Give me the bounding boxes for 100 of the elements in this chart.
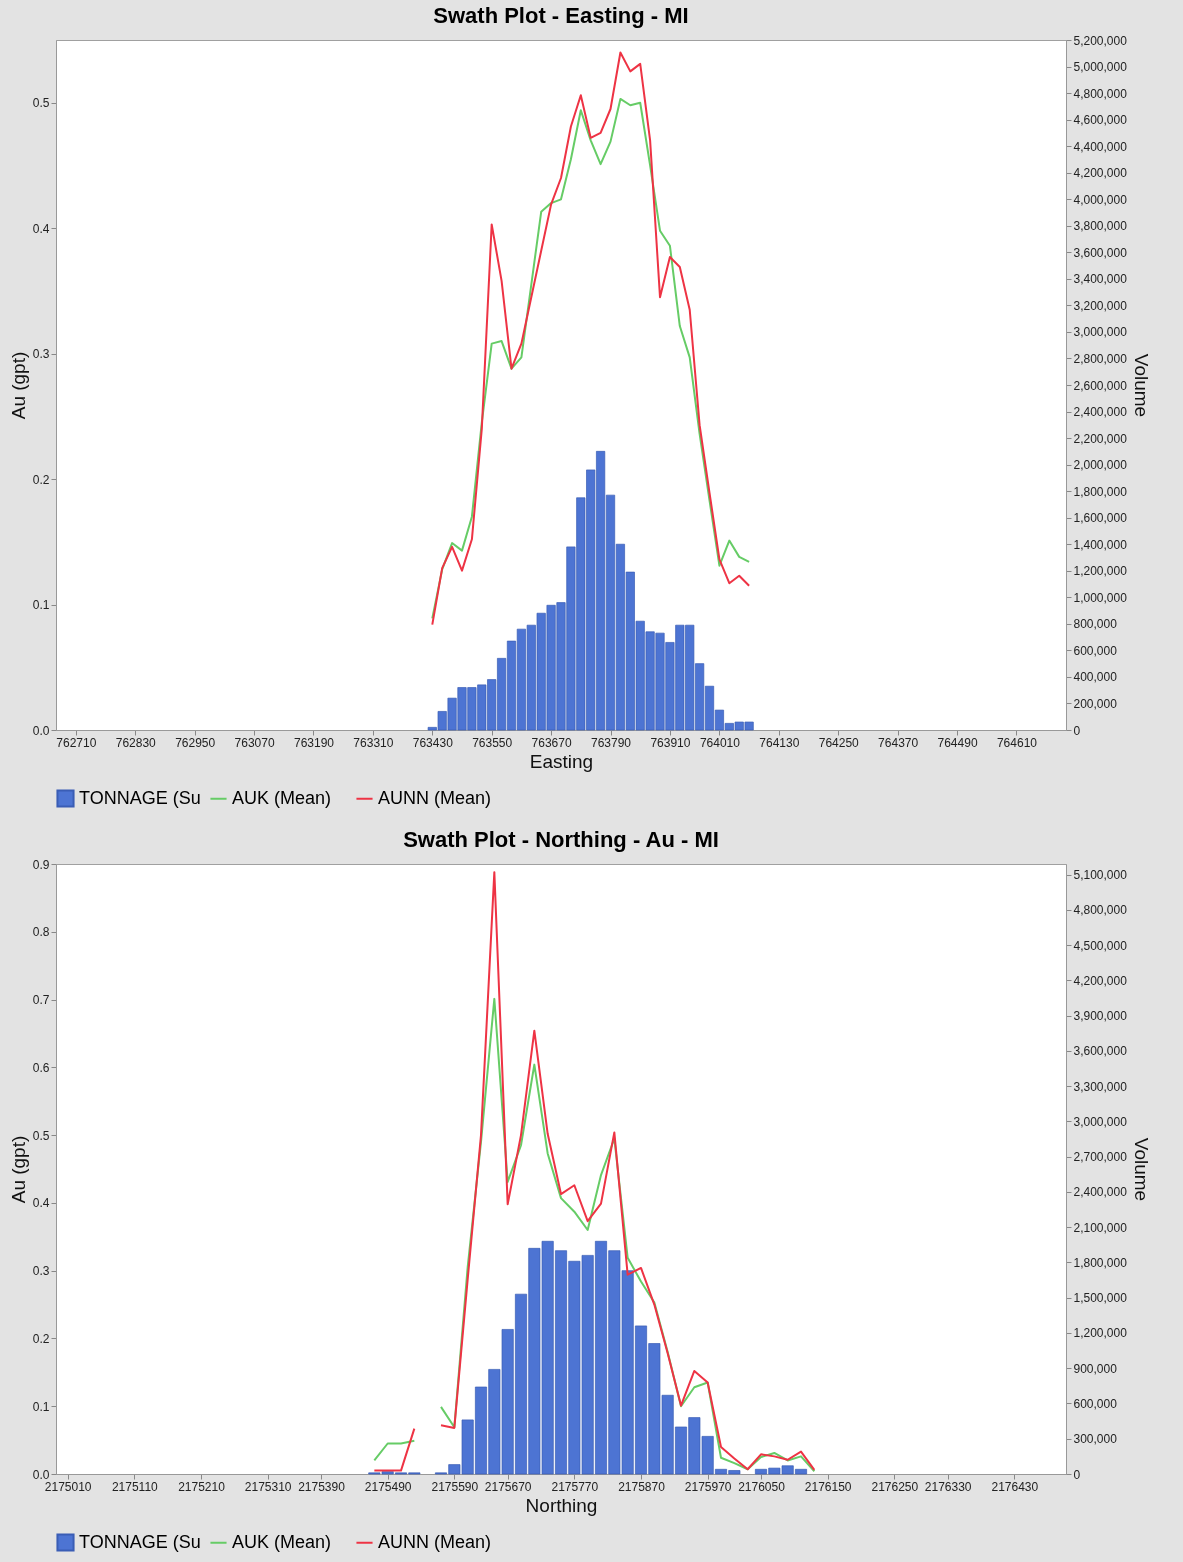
y2-tick-label: 5,000,000 (1073, 60, 1128, 75)
y2-tick-label: 2,400,000 (1073, 1185, 1128, 1200)
x-tick-label: 764610 (996, 735, 1038, 750)
legend-label: TONNAGE (Su (79, 1531, 201, 1552)
y2-tick-label: 3,600,000 (1073, 1044, 1128, 1059)
y2-tick-label: 3,000,000 (1073, 325, 1128, 340)
y-tick-label: 0.6 (32, 1060, 50, 1075)
y2-tick-label: 600,000 (1073, 643, 1118, 658)
x-tick-label: 2176430 (991, 1479, 1039, 1494)
y-tick-label: 0.0 (32, 1467, 50, 1482)
x-tick-label: 764130 (759, 735, 800, 750)
y2-tick-label: 800,000 (1073, 617, 1118, 632)
y2-tick-label: 2,000,000 (1073, 458, 1128, 473)
y2-tick-label: 1,800,000 (1073, 484, 1128, 499)
x-tick-label: 764010 (699, 735, 741, 750)
x-tick-label: 762950 (175, 735, 216, 750)
y-tick-label: 0.3 (32, 1264, 50, 1279)
x-tick-label: 2175670 (484, 1479, 532, 1494)
y2-tick-label: 5,100,000 (1073, 868, 1128, 883)
legend-label: AUK (Mean) (232, 787, 332, 808)
legend-label: AUNN (Mean) (378, 1531, 492, 1552)
x-tick-label: 764370 (878, 735, 919, 750)
y2-tick-label: 3,300,000 (1073, 1079, 1128, 1094)
y2-tick-label: 3,800,000 (1073, 219, 1128, 234)
y2-tick-label: 5,200,000 (1073, 33, 1128, 48)
y-tick-label: 0.1 (32, 598, 50, 613)
x-tick-label: 764250 (818, 735, 860, 750)
x-tick-label: 763790 (590, 735, 632, 750)
y2-tick-label: 4,000,000 (1073, 192, 1128, 207)
y-tick-label: 0.5 (32, 96, 50, 111)
x-tick-label: 763670 (531, 735, 572, 750)
legend-label: AUK (Mean) (232, 1531, 332, 1552)
y2-tick-label: 200,000 (1073, 696, 1118, 711)
y2-tick-label: 2,800,000 (1073, 351, 1128, 366)
y-tick-label: 0.1 (32, 1399, 50, 1414)
y2-tick-label: 4,800,000 (1073, 86, 1128, 101)
y2-tick-label: 3,600,000 (1073, 245, 1128, 260)
x-tick-label: 2175210 (178, 1479, 226, 1494)
y2-tick-label: 3,000,000 (1073, 1114, 1128, 1129)
y2-tick-label: 4,500,000 (1073, 938, 1128, 953)
x-tick-label: 763550 (472, 735, 513, 750)
y2-tick-label: 3,200,000 (1073, 298, 1128, 313)
y2-tick-label: 900,000 (1073, 1361, 1118, 1376)
x-tick-label: 2175770 (551, 1479, 599, 1494)
x-axis-title: Easting (529, 750, 594, 772)
x-tick-label: 763310 (353, 735, 394, 750)
chart-title: Swath Plot - Northing - Au - MI (403, 827, 719, 852)
y2-tick-label: 4,200,000 (1073, 166, 1128, 181)
x-tick-label: 2175010 (44, 1479, 92, 1494)
x-axis-title: Northing (525, 1494, 598, 1516)
y-tick-label: 0.7 (32, 993, 50, 1008)
x-tick-label: 2175390 (298, 1479, 346, 1494)
y2-tick-label: 600,000 (1073, 1396, 1118, 1411)
x-tick-label: 2176330 (924, 1479, 972, 1494)
legend-label: AUNN (Mean) (378, 787, 492, 808)
y-tick-label: 0.8 (32, 925, 50, 940)
y-axis-title: Au (gpt) (7, 1135, 29, 1204)
y2-tick-label: 4,800,000 (1073, 903, 1128, 918)
x-tick-label: 763910 (650, 735, 691, 750)
y2-tick-label: 1,600,000 (1073, 511, 1128, 526)
y-tick-label: 0.4 (32, 221, 50, 236)
x-tick-label: 2175870 (618, 1479, 666, 1494)
y2-tick-label: 2,100,000 (1073, 1220, 1128, 1235)
x-tick-label: 763190 (293, 735, 335, 750)
y2-tick-label: 1,200,000 (1073, 1326, 1128, 1341)
y-tick-label: 0.3 (32, 347, 50, 362)
y2-tick-label: 0 (1073, 1467, 1081, 1482)
y-axis-title: Au (gpt) (7, 351, 29, 420)
y2-tick-label: 3,400,000 (1073, 272, 1128, 287)
y2-tick-label: 3,900,000 (1073, 1009, 1128, 1024)
x-tick-label: 2176050 (738, 1479, 786, 1494)
x-tick-label: 2175490 (364, 1479, 412, 1494)
y2-tick-label: 400,000 (1073, 670, 1118, 685)
y2-tick-label: 2,200,000 (1073, 431, 1128, 446)
y2-tick-label: 1,800,000 (1073, 1255, 1128, 1270)
y2-tick-label: 2,400,000 (1073, 405, 1128, 420)
legend-label: TONNAGE (Su (79, 787, 201, 808)
y2-tick-label: 300,000 (1073, 1432, 1118, 1447)
x-tick-label: 2175970 (684, 1479, 732, 1494)
y2-axis-title: Volume (1130, 1137, 1152, 1202)
x-tick-label: 2176150 (804, 1479, 852, 1494)
y2-tick-label: 1,500,000 (1073, 1291, 1128, 1306)
x-tick-label: 2176250 (871, 1479, 919, 1494)
chart-title: Swath Plot - Easting - MI (433, 3, 689, 28)
x-tick-label: 2175110 (111, 1479, 159, 1494)
y-tick-label: 0.0 (32, 723, 50, 738)
y2-tick-label: 4,600,000 (1073, 113, 1128, 128)
y2-tick-label: 0 (1073, 723, 1081, 738)
y2-tick-label: 4,200,000 (1073, 973, 1128, 988)
y2-tick-label: 4,400,000 (1073, 139, 1128, 154)
y-tick-label: 0.2 (32, 472, 50, 487)
y-tick-label: 0.4 (32, 1196, 50, 1211)
y2-axis-title: Volume (1130, 353, 1152, 418)
y2-tick-label: 1,400,000 (1073, 537, 1128, 552)
y2-tick-label: 2,700,000 (1073, 1150, 1128, 1165)
y-tick-label: 0.2 (32, 1331, 50, 1346)
x-tick-label: 763430 (412, 735, 454, 750)
x-tick-label: 2175310 (244, 1479, 292, 1494)
y2-tick-label: 2,600,000 (1073, 378, 1128, 393)
y-tick-label: 0.5 (32, 1128, 50, 1143)
